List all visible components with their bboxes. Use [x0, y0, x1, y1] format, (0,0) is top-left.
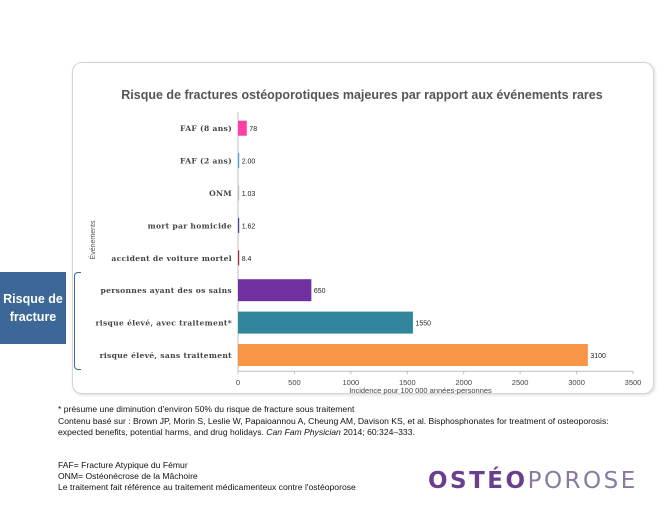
- data-label: 3100: [590, 353, 606, 360]
- category-label: FAF (8 ans): [180, 124, 232, 133]
- category-label: risque élevé, avec traitement*: [96, 319, 233, 328]
- logo-part-1: OSTÉO: [428, 468, 528, 494]
- x-tick-label: 2000: [455, 378, 472, 387]
- bar: [238, 185, 240, 201]
- category-label: accident de voiture mortel: [111, 254, 232, 263]
- abbr-faf: FAF= Fracture Atypique du Fémur: [58, 460, 188, 470]
- logo-part-2: POROSE: [527, 468, 638, 494]
- source-text: expected benefits, potential harms, and …: [58, 427, 267, 437]
- data-label: 78: [249, 126, 257, 133]
- osteoporose-logo: OSTÉOPOROSE: [428, 468, 638, 494]
- bar: [238, 279, 312, 302]
- data-label: 8.4: [242, 256, 252, 263]
- category-label: FAF (2 ans): [180, 157, 232, 166]
- category-label: ONM: [209, 189, 232, 198]
- bar: [238, 120, 247, 136]
- bar: [238, 250, 240, 266]
- source-journal: Can Fam Physician: [266, 427, 341, 437]
- data-label: 2.00: [242, 159, 256, 166]
- x-tick-label: 3500: [625, 378, 642, 387]
- bar: [238, 311, 413, 334]
- footnote-source-2: expected benefits, potential harms, and …: [58, 427, 415, 438]
- x-axis-label: Incidence pour 100 000 années-personnes: [349, 386, 492, 395]
- footnote-treatment: * présume une diminution d'environ 50% d…: [58, 404, 355, 414]
- x-tick-label: 500: [288, 378, 301, 387]
- data-label: 1550: [415, 321, 431, 328]
- chart-card: [72, 62, 654, 394]
- data-label: 650: [314, 288, 326, 295]
- abbr-treatment: Le traitement fait référence au traiteme…: [58, 482, 356, 492]
- x-tick-label: 2500: [512, 378, 529, 387]
- x-tick-label: 0: [236, 378, 240, 387]
- x-tick-label: 1000: [343, 378, 360, 387]
- category-label: personnes ayant des os sains: [100, 286, 232, 295]
- y-axis-label: Événements: [88, 220, 97, 259]
- callout-risque-de-fracture: Risque de fracture: [0, 272, 66, 344]
- footnote-source-1: Contenu basé sur : Brown JP, Morin S, Le…: [58, 416, 609, 426]
- data-label: 1.03: [242, 191, 256, 198]
- category-label: risque élevé, sans traitement: [100, 351, 233, 360]
- category-label: mort par homicide: [148, 221, 232, 230]
- bar: [238, 344, 588, 366]
- bar: [238, 153, 240, 169]
- abbr-onm: ONM= Ostéonécrose de la Mâchoire: [58, 471, 198, 481]
- source-citation: 2014; 60:324–333.: [340, 427, 415, 437]
- data-label: 1.62: [242, 223, 256, 230]
- x-tick-label: 3000: [568, 378, 585, 387]
- chart-title: Risque de fractures ostéoporotiques maje…: [121, 88, 603, 102]
- bar: [238, 217, 240, 233]
- x-tick-label: 1500: [399, 378, 416, 387]
- bracket-fracture-group: [74, 272, 81, 370]
